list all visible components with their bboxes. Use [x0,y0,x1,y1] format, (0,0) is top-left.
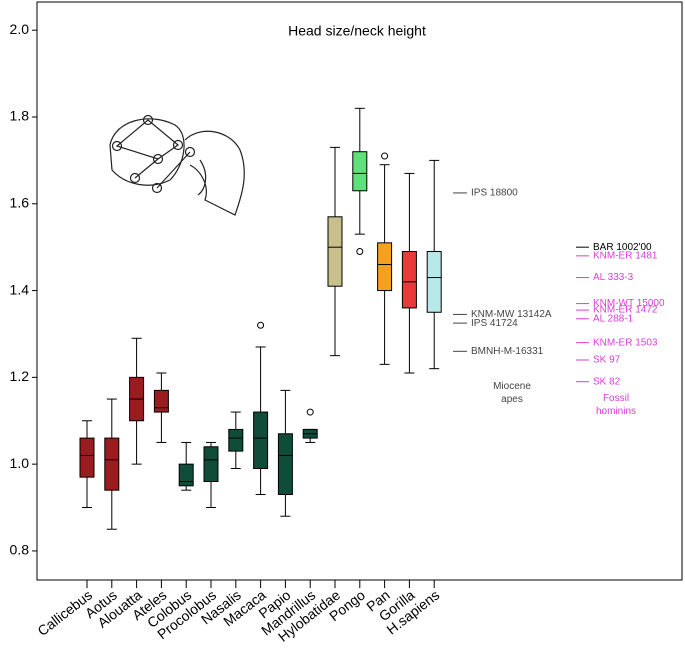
femur-sketch [109,114,245,216]
specimen-label: KNM-ER 1472 [593,305,658,316]
y-tick-label: 0.8 [10,542,30,558]
box [104,437,120,491]
y-tick-label: 2.0 [10,21,30,37]
box [203,446,219,482]
outlier [381,152,389,160]
specimen-label: KNM-ER 1503 [593,337,658,348]
box [401,251,417,309]
box [277,433,293,496]
y-tick-label: 1.0 [10,455,30,471]
box [352,151,368,192]
plot-frame [36,1,683,581]
box [426,251,442,313]
specimen-label: KNM-WT 15000 [593,298,665,309]
specimen-label: BMNH-M-16331 [471,346,544,357]
group-label: Miocene apes [493,381,531,405]
specimen-label: AL 333-3 [593,272,634,283]
specimen-label: SK 82 [593,376,621,387]
outlier [257,321,265,329]
box [327,216,343,287]
box [153,389,169,413]
specimen-label: BAR 1002'00 [593,242,652,253]
box [178,463,194,487]
specimen-label: SK 97 [593,355,621,366]
chart-title: Head size/neck height [288,23,426,39]
specimen-label: KNM-MW 13142A [471,309,552,320]
outlier [306,408,314,416]
specimen-label: KNM-ER 1481 [593,250,658,261]
box [377,242,393,292]
group-label: Fossil hominins [595,393,637,417]
box [228,428,244,452]
box [253,411,269,469]
y-tick-label: 1.4 [10,281,30,297]
specimen-label: IPS 41724 [471,318,518,329]
box [79,437,95,478]
outlier [356,248,364,256]
y-tick-label: 1.2 [10,368,30,384]
specimen-label: AL 288-1 [593,313,634,324]
y-tick-label: 1.6 [10,194,30,210]
specimen-label: IPS 18800 [471,188,518,199]
y-tick-label: 1.8 [10,108,30,124]
